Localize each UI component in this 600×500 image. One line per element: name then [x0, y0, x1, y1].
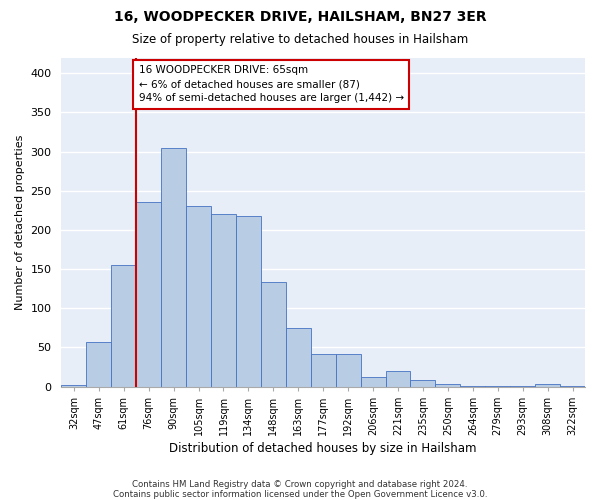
Bar — [86, 342, 111, 386]
Bar — [61, 385, 86, 386]
Text: Size of property relative to detached houses in Hailsham: Size of property relative to detached ho… — [132, 32, 468, 46]
Bar — [261, 282, 286, 387]
Bar — [136, 202, 161, 386]
Bar — [286, 328, 311, 386]
Bar — [436, 384, 460, 386]
Bar — [186, 206, 211, 386]
Bar — [386, 371, 410, 386]
Bar — [161, 148, 186, 386]
Bar — [236, 216, 261, 386]
Y-axis label: Number of detached properties: Number of detached properties — [15, 134, 25, 310]
Bar — [410, 380, 436, 386]
Bar — [335, 354, 361, 386]
Text: Contains public sector information licensed under the Open Government Licence v3: Contains public sector information licen… — [113, 490, 487, 499]
Bar — [535, 384, 560, 386]
Bar — [211, 214, 236, 386]
Bar — [111, 265, 136, 386]
Text: 16 WOODPECKER DRIVE: 65sqm
← 6% of detached houses are smaller (87)
94% of semi-: 16 WOODPECKER DRIVE: 65sqm ← 6% of detac… — [139, 66, 404, 104]
Text: Contains HM Land Registry data © Crown copyright and database right 2024.: Contains HM Land Registry data © Crown c… — [132, 480, 468, 489]
Bar — [311, 354, 335, 386]
X-axis label: Distribution of detached houses by size in Hailsham: Distribution of detached houses by size … — [169, 442, 477, 455]
Bar — [361, 377, 386, 386]
Text: 16, WOODPECKER DRIVE, HAILSHAM, BN27 3ER: 16, WOODPECKER DRIVE, HAILSHAM, BN27 3ER — [113, 10, 487, 24]
